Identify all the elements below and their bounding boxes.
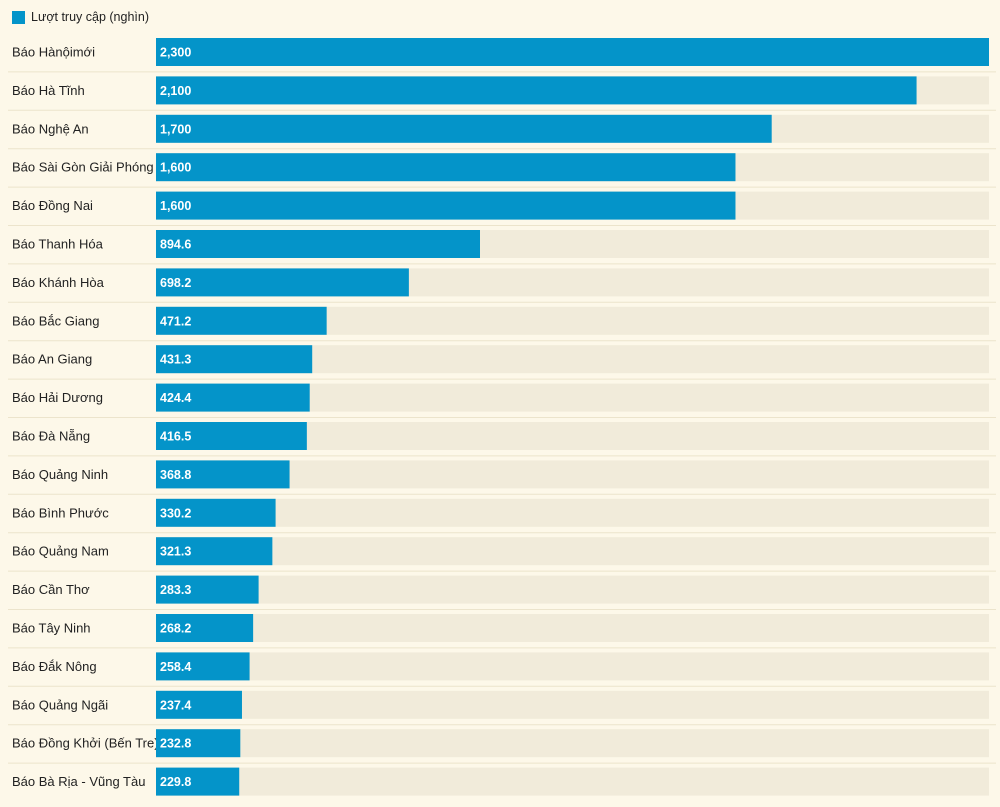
category-label: Báo Nghệ An (12, 121, 89, 136)
bar-value-label: 330.2 (160, 506, 191, 520)
bar (156, 114, 772, 143)
bar (156, 575, 259, 604)
bar-track (156, 652, 989, 681)
bar-track (156, 729, 989, 758)
category-label: Báo Bình Phước (12, 505, 109, 520)
bar (156, 767, 240, 796)
bar (156, 268, 409, 297)
bar (156, 498, 276, 527)
bar-value-label: 237.4 (160, 698, 191, 712)
category-label: Báo Quảng Ngãi (12, 697, 108, 712)
bar (156, 230, 481, 258)
bar-value-label: 268.2 (160, 622, 191, 636)
bar (156, 383, 310, 412)
bar (156, 690, 242, 719)
bar-track (156, 614, 989, 642)
bar-track (156, 575, 989, 604)
bar-value-label: 424.4 (160, 391, 191, 405)
bar (156, 345, 313, 374)
bar-value-label: 368.8 (160, 468, 191, 482)
category-label: Báo Tây Ninh (12, 621, 91, 636)
category-label: Báo Cần Thơ (12, 582, 90, 597)
bar-value-label: 232.8 (160, 737, 191, 751)
bar-value-label: 2,300 (160, 46, 191, 60)
category-label: Báo Hànộimới (12, 45, 95, 60)
bar (156, 460, 290, 489)
bar-value-label: 1,600 (160, 199, 191, 213)
bar-value-label: 416.5 (160, 430, 191, 444)
category-label: Báo Hà Tĩnh (12, 83, 85, 98)
category-label: Báo Hải Dương (12, 390, 103, 405)
bar-track (156, 460, 989, 489)
bar (156, 153, 736, 182)
category-label: Báo Khánh Hòa (12, 275, 105, 290)
category-label: Báo Quảng Nam (12, 544, 109, 559)
category-label: Báo Đà Nẵng (12, 429, 90, 444)
category-label: Báo Đồng Nai (12, 198, 93, 213)
category-label: Báo Đồng Khởi (Bến Tre) (12, 736, 159, 751)
bar (156, 614, 254, 642)
category-label: Báo Đắk Nông (12, 659, 97, 674)
category-label: Báo Thanh Hóa (12, 237, 104, 252)
bar (156, 191, 736, 220)
bar-value-label: 894.6 (160, 238, 191, 252)
category-label: Báo Quảng Ninh (12, 467, 108, 482)
bar (156, 729, 241, 758)
bar-value-label: 471.2 (160, 314, 191, 328)
bar-value-label: 283.3 (160, 583, 191, 597)
bar-value-label: 229.8 (160, 775, 191, 789)
bar-track (156, 498, 989, 527)
bar (156, 38, 989, 66)
bar-track (156, 690, 989, 719)
bar (156, 76, 917, 105)
category-label: Báo Sài Gòn Giải Phóng (12, 160, 154, 175)
bar-track (156, 767, 989, 796)
category-label: Báo Bà Rịa - Vũng Tàu (12, 774, 145, 789)
bar (156, 306, 327, 335)
legend-label: Lượt truy cập (nghìn) (31, 10, 150, 24)
bar-value-label: 321.3 (160, 545, 191, 559)
bar-track (156, 537, 989, 566)
bar-value-label: 1,600 (160, 161, 191, 175)
bar-value-label: 431.3 (160, 353, 191, 367)
bar-value-label: 698.2 (160, 276, 191, 290)
bar (156, 422, 307, 450)
category-label: Báo An Giang (12, 352, 92, 367)
bar (156, 652, 250, 681)
legend: Lượt truy cập (nghìn) (12, 8, 149, 26)
bar-value-label: 2,100 (160, 84, 191, 98)
category-label: Báo Bắc Giang (12, 313, 99, 328)
legend-swatch (12, 10, 25, 24)
bar-value-label: 1,700 (160, 122, 191, 136)
bar (156, 537, 273, 566)
bar-value-label: 258.4 (160, 660, 191, 674)
